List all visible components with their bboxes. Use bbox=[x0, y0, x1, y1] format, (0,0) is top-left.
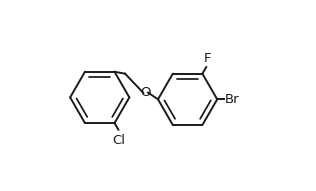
Text: Cl: Cl bbox=[112, 134, 125, 147]
Text: Br: Br bbox=[225, 93, 240, 106]
Text: O: O bbox=[140, 86, 151, 99]
Text: F: F bbox=[204, 52, 211, 65]
